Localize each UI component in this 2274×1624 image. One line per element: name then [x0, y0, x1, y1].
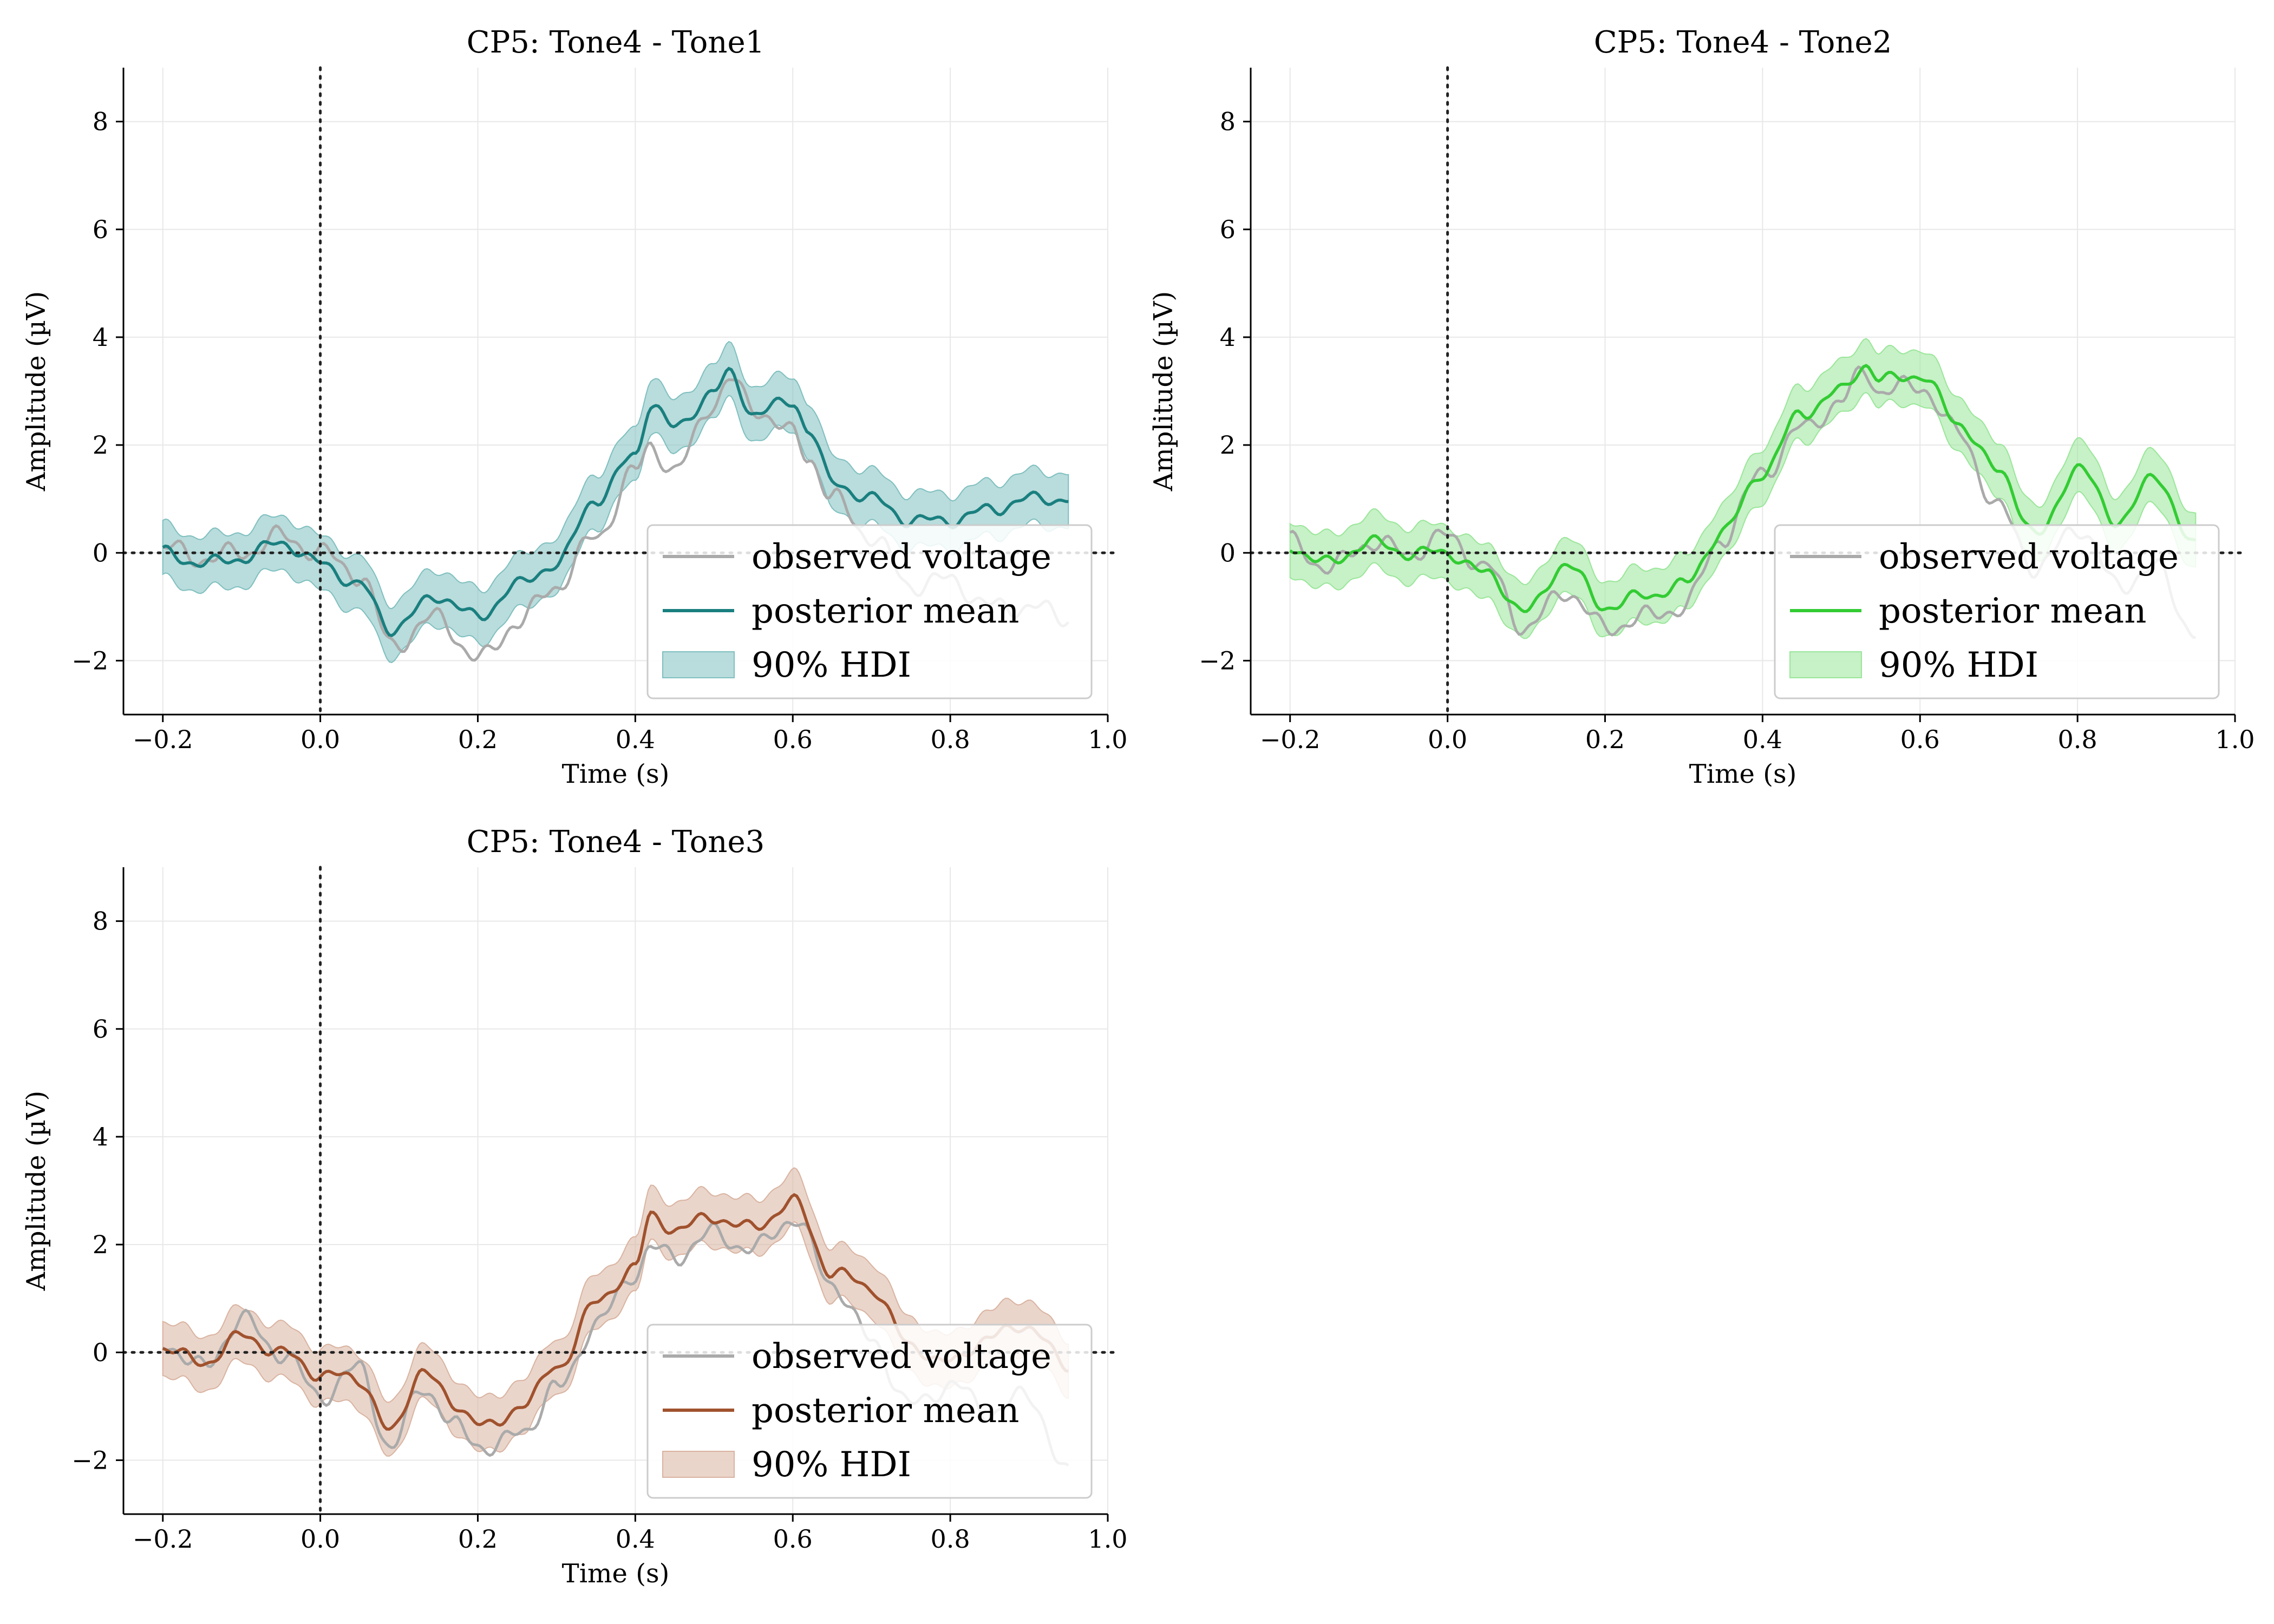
y-tick-label: 0	[1220, 538, 1236, 567]
x-tick-label: 0.4	[616, 725, 655, 754]
legend-label-observed: observed voltage	[752, 537, 1051, 577]
y-tick-label: 2	[93, 430, 108, 460]
x-tick-label: 0.4	[1743, 725, 1782, 754]
y-axis-label: Amplitude (µV)	[21, 1091, 51, 1292]
chart-title: CP5: Tone4 - Tone3	[467, 824, 764, 860]
legend: observed voltage posterior mean 90% HDI	[646, 524, 1093, 699]
panel-tone4-tone3: −0.2 0.0 0.2 0.4 0.6 0.8 1.0 −2 0 2 4 6 8 CP5: Tone4…	[21, 824, 1128, 1589]
x-tick-label: 1.0	[2215, 725, 2255, 754]
y-tick-label: −2	[71, 1445, 108, 1475]
legend-box	[646, 1324, 1093, 1499]
x-tick-label: −0.2	[133, 725, 193, 754]
legend-label-observed: observed voltage	[1879, 537, 2179, 577]
legend: observed voltage posterior mean 90% HDI	[646, 1324, 1093, 1499]
legend-box	[646, 524, 1093, 699]
axes: −0.2 0.0 0.2 0.4 0.6 0.8 1.0 −2 0 2 4 6 8	[1199, 68, 2255, 754]
x-tick-label: −0.2	[1260, 725, 1321, 754]
x-axis-label: Time (s)	[1689, 759, 1797, 789]
x-tick-label: 0.4	[616, 1524, 655, 1554]
legend-box	[1774, 524, 2220, 699]
x-tick-label: 0.8	[931, 725, 970, 754]
x-tick-label: 0.6	[773, 725, 813, 754]
x-tick-label: 0.0	[300, 725, 340, 754]
y-tick-label: 8	[1220, 107, 1236, 136]
y-tick-label: 8	[93, 107, 108, 136]
x-tick-label: 1.0	[1088, 725, 1127, 754]
x-tick-label: 0.2	[1585, 725, 1625, 754]
y-tick-label: 4	[93, 323, 108, 352]
legend-label-hdi: 90% HDI	[1879, 645, 2038, 685]
y-tick-label: 6	[1220, 215, 1236, 244]
legend-swatch-hdi	[1789, 651, 1862, 678]
y-axis-label: Amplitude (µV)	[1148, 291, 1179, 492]
x-tick-label: 0.0	[1428, 725, 1467, 754]
y-tick-label: −2	[1199, 646, 1236, 675]
posterior-mean-line	[162, 366, 1069, 638]
x-tick-label: 0.0	[300, 1524, 340, 1554]
x-tick-label: 0.8	[931, 1524, 970, 1554]
y-tick-label: 0	[93, 1338, 108, 1367]
legend-label-posterior-mean: posterior mean	[1879, 591, 2146, 631]
legend-label-posterior-mean: posterior mean	[752, 1391, 1019, 1431]
panel-tone4-tone2: −0.2 0.0 0.2 0.4 0.6 0.8 1.0 −2 0 2 4 6 8 CP5: Tone4…	[1148, 25, 2255, 789]
x-tick-label: 0.2	[458, 725, 498, 754]
legend-swatch-hdi	[662, 651, 735, 678]
legend: observed voltage posterior mean 90% HDI	[1774, 524, 2220, 699]
legend-label-posterior-mean: posterior mean	[752, 591, 1019, 631]
axes: −0.2 0.0 0.2 0.4 0.6 0.8 1.0 −2 0 2 4 6 8	[71, 867, 1128, 1554]
legend-label-hdi: 90% HDI	[752, 645, 911, 685]
y-tick-label: 0	[93, 538, 108, 567]
x-tick-label: 0.6	[1900, 725, 1940, 754]
y-tick-label: 2	[93, 1230, 108, 1259]
x-tick-label: 0.6	[773, 1524, 813, 1554]
y-tick-label: −2	[71, 646, 108, 675]
axes: −0.2 0.0 0.2 0.4 0.6 0.8 1.0 −2 0 2 4 6 8	[71, 68, 1128, 754]
chart-title: CP5: Tone4 - Tone2	[1594, 25, 1892, 60]
y-tick-label: 4	[1220, 323, 1236, 352]
y-tick-label: 8	[93, 907, 108, 936]
x-tick-label: −0.2	[133, 1524, 193, 1554]
y-tick-label: 2	[1220, 430, 1236, 460]
legend-swatch-hdi	[662, 1451, 735, 1478]
chart-title: CP5: Tone4 - Tone1	[467, 25, 764, 60]
x-axis-label: Time (s)	[562, 1558, 670, 1589]
legend-label-observed: observed voltage	[752, 1337, 1051, 1377]
grid-lines	[1251, 68, 2236, 715]
x-axis-label: Time (s)	[562, 759, 670, 789]
x-tick-label: 1.0	[1088, 1524, 1127, 1554]
y-tick-label: 4	[93, 1122, 108, 1151]
y-axis-label: Amplitude (µV)	[21, 291, 51, 492]
legend-label-hdi: 90% HDI	[752, 1445, 911, 1485]
y-tick-label: 6	[93, 1014, 108, 1044]
panel-tone4-tone1: −0.2 0.0 0.2 0.4 0.6 0.8 1.0 −2 0 2 4 6 8 CP5: Tone4…	[21, 25, 1128, 789]
x-tick-label: 0.2	[458, 1524, 498, 1554]
y-tick-label: 6	[93, 215, 108, 244]
x-tick-label: 0.8	[2058, 725, 2097, 754]
